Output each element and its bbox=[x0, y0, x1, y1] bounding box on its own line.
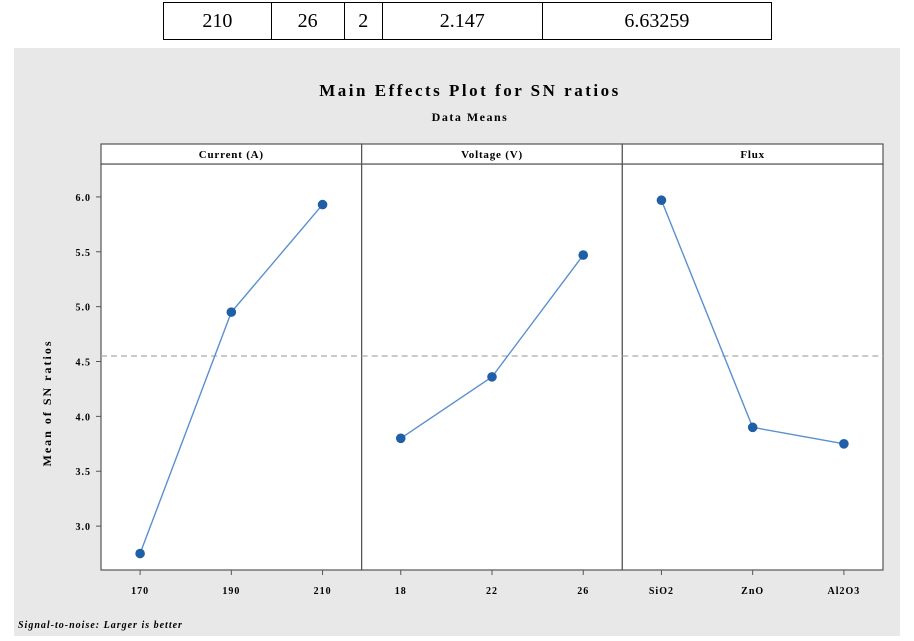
y-axis-label: Mean of SN ratios bbox=[40, 340, 54, 467]
data-point bbox=[226, 307, 237, 317]
table-cell: 2.147 bbox=[381, 2, 543, 40]
panel-frame bbox=[100, 163, 363, 571]
data-point bbox=[578, 250, 589, 260]
table-cell: 26 bbox=[270, 2, 345, 40]
data-table-row: 210 26 2 2.147 6.63259 bbox=[163, 2, 773, 40]
x-tick-label: 26 bbox=[577, 586, 589, 597]
chart-svg: Main Effects Plot for SN ratios Data Mea… bbox=[14, 48, 900, 636]
y-tick-label: 3.5 bbox=[76, 467, 92, 478]
data-point bbox=[487, 372, 497, 382]
panel-frame bbox=[361, 163, 623, 571]
panel-frame bbox=[621, 163, 884, 571]
y-tick-label: 4.0 bbox=[76, 412, 92, 423]
table-cell: 6.63259 bbox=[541, 2, 773, 40]
x-tick-label: 22 bbox=[486, 586, 498, 597]
x-tick-label: SiO2 bbox=[649, 586, 674, 597]
main-effects-chart: Main Effects Plot for SN ratios Data Mea… bbox=[14, 48, 900, 636]
x-tick-label: 190 bbox=[222, 586, 240, 597]
y-tick-label: 6.0 bbox=[76, 193, 92, 204]
x-tick-label: 210 bbox=[314, 586, 332, 597]
panel-label: Voltage (V) bbox=[461, 149, 523, 161]
y-tick-label: 3.0 bbox=[76, 522, 92, 533]
y-tick-label: 4.5 bbox=[76, 358, 92, 369]
plot-area: Current (A) 170 190 210 Voltage (V) 18 22 26 Flu… bbox=[76, 143, 884, 597]
y-tick-label: 5.0 bbox=[76, 303, 92, 314]
x-tick-label: 170 bbox=[131, 586, 149, 597]
data-point bbox=[747, 422, 758, 433]
y-tick-label: 5.5 bbox=[76, 248, 92, 259]
data-point bbox=[656, 195, 667, 206]
x-tick-label: ZnO bbox=[741, 586, 764, 597]
footnote: Signal-to-noise: Larger is better bbox=[18, 620, 183, 631]
x-tick-label: Al2O3 bbox=[828, 586, 861, 597]
data-point bbox=[135, 548, 145, 559]
panel-strip bbox=[621, 143, 884, 165]
x-tick-label: 18 bbox=[395, 586, 407, 597]
panel-label: Current (A) bbox=[199, 149, 264, 161]
data-point bbox=[395, 433, 406, 444]
data-point bbox=[317, 199, 328, 210]
chart-title: Main Effects Plot for SN ratios bbox=[319, 81, 620, 100]
table-cell: 210 bbox=[163, 2, 272, 40]
data-point bbox=[839, 439, 849, 449]
table-cell: 2 bbox=[343, 2, 383, 40]
panel-label: Flux bbox=[740, 149, 765, 161]
chart-subtitle: Data Means bbox=[432, 110, 509, 124]
